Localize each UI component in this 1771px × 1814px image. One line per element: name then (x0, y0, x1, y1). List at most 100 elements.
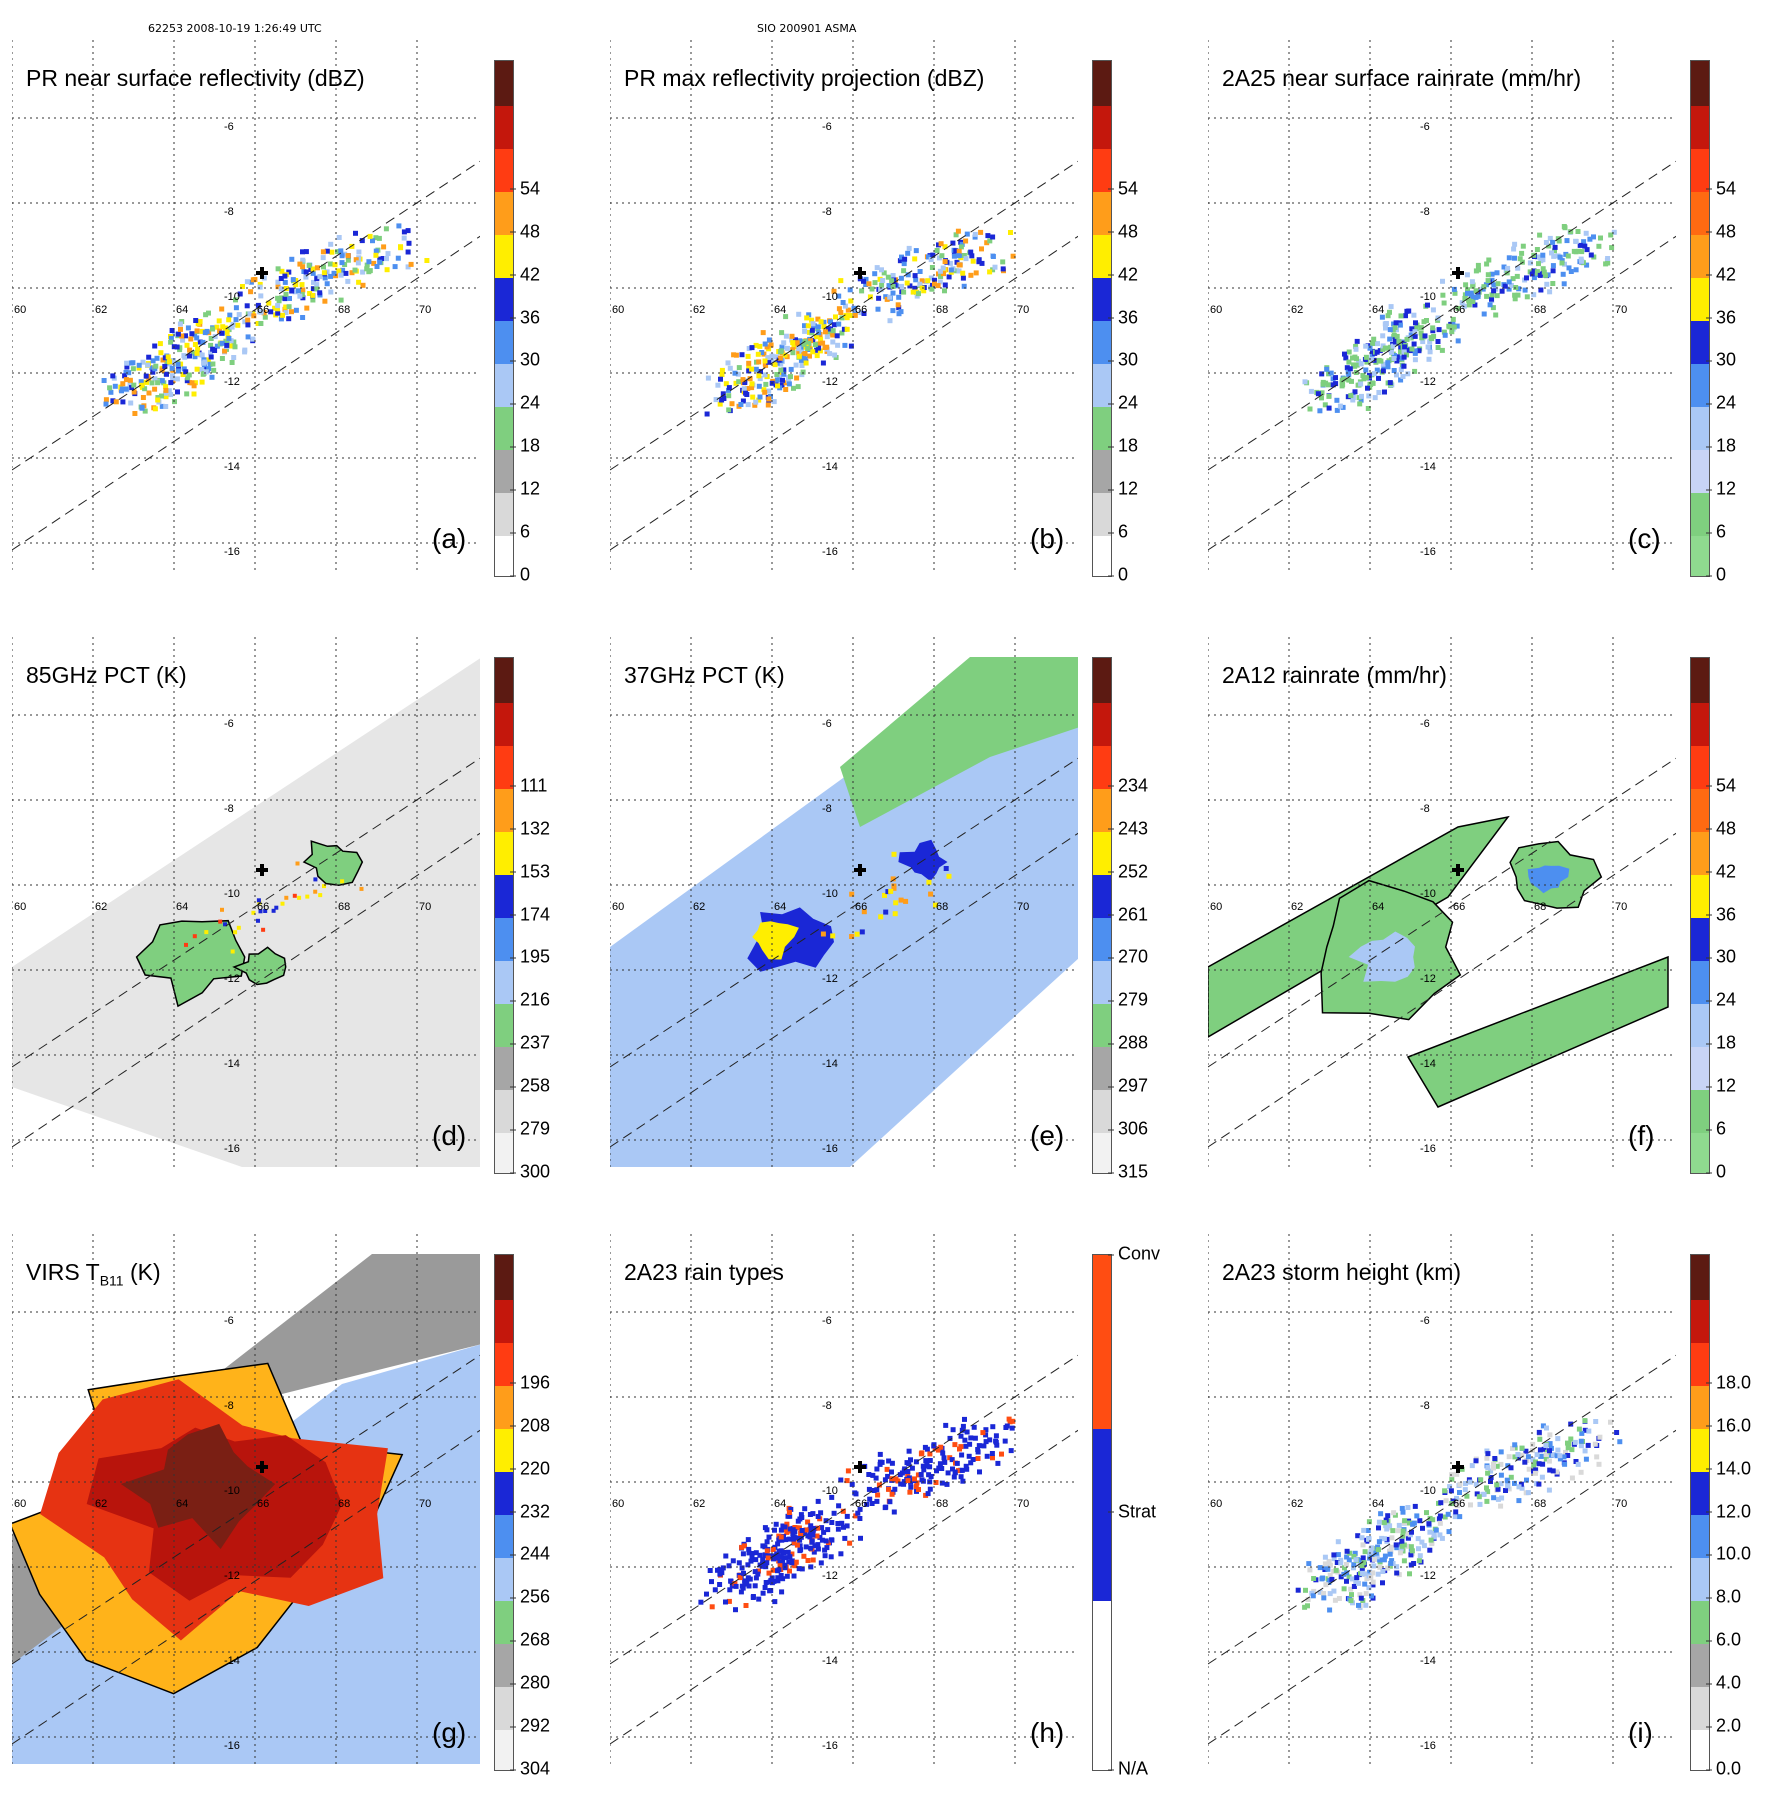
colorbar-segment (495, 1340, 513, 1387)
svg-text:-12: -12 (822, 1570, 838, 1582)
colorbar-segment (1691, 658, 1709, 704)
colorbar-segment (1691, 275, 1709, 322)
map-plot: 60 62 64 66 68 70 -6 -8 -10 -12 -14 -16 (12, 1234, 480, 1764)
svg-text:68: 68 (1534, 1498, 1546, 1510)
colorbar-tick-label: 292 (509, 1715, 551, 1736)
colorbar-segment (495, 872, 513, 919)
colorbar-tick-label: 54 (1705, 775, 1737, 796)
svg-text:66: 66 (855, 304, 867, 316)
svg-text:68: 68 (1534, 304, 1546, 316)
colorbar-segment (495, 658, 513, 704)
panel-title-text: 2A12 rainrate (mm/hr) (1222, 662, 1447, 688)
colorbar-segment (495, 958, 513, 1004)
panel-title: 37GHz PCT (K) (624, 662, 785, 689)
colorbar-segment (1691, 189, 1709, 236)
colorbar-segment (495, 1727, 513, 1770)
colorbar-segment (1691, 872, 1709, 919)
colorbar-tick-label: 30 (509, 349, 541, 370)
panel-title-unit: (K) (123, 1259, 161, 1285)
svg-text:-16: -16 (224, 1143, 240, 1155)
colorbar-tick-label: 42 (509, 264, 541, 285)
colorbar-segment (495, 1297, 513, 1344)
svg-text:-14: -14 (1420, 1058, 1436, 1070)
svg-text:68: 68 (936, 304, 948, 316)
colorbar-tick-label: 195 (509, 946, 551, 967)
colorbar-segment (1691, 915, 1709, 961)
colorbar-tick-label: 174 (509, 904, 551, 924)
svg-text:64: 64 (176, 1498, 188, 1510)
map-area: 60 62 64 66 68 70 -6 -8 -10 -12 -14 -16 (610, 40, 1078, 570)
svg-text:-10: -10 (1420, 1485, 1436, 1497)
panel-title-text: PR max reflectivity projection (dBZ) (624, 65, 985, 91)
colorbar-tick-label: 12 (1705, 1075, 1737, 1096)
svg-text:-8: -8 (822, 1400, 832, 1412)
colorbar-tick-label: 30 (1705, 349, 1737, 370)
colorbar (1092, 657, 1112, 1174)
figure: 62253 2008-10-19 1:26:49 UTC SIO 200901 … (12, 20, 1771, 1779)
colorbar-ticks: 0.0 2.0 4.0 6.0 8.0 10.0 12.0 14.0 16.0 18.0 (1705, 1254, 1771, 1779)
colorbar-segment (1093, 700, 1111, 747)
colorbar-segment (1691, 447, 1709, 493)
panel-f: 60 62 64 66 68 70 -6 -8 -10 -12 -14 -16 2A12 rainrat… (1196, 617, 1771, 1217)
colorbar-segment (495, 1130, 513, 1173)
colorbar-segment (1691, 1727, 1709, 1770)
colorbar-tick-label: 24 (1705, 989, 1737, 1010)
colorbar-tick-label: 18.0 (1705, 1372, 1752, 1393)
svg-text:-16: -16 (1420, 546, 1436, 558)
svg-text:70: 70 (419, 304, 431, 316)
map-plot: 60 62 64 66 68 70 -6 -8 -10 -12 -14 -16 (1208, 40, 1676, 570)
svg-text:-12: -12 (1420, 376, 1436, 388)
colorbar-segment (1691, 61, 1709, 107)
svg-text:60: 60 (1210, 304, 1222, 316)
colorbar-segment (495, 361, 513, 407)
svg-text:68: 68 (936, 1498, 948, 1510)
panel-title-text: PR near surface reflectivity (dBZ) (26, 65, 365, 91)
svg-text:-6: -6 (1420, 121, 1430, 133)
svg-text:62: 62 (95, 1498, 107, 1510)
colorbar-segment (495, 700, 513, 747)
colorbar-tick-label: 24 (509, 392, 541, 413)
svg-text:-8: -8 (1420, 206, 1430, 218)
colorbar-ticks: 0 6 12 18 24 30 36 42 48 54 (1705, 60, 1771, 585)
svg-text:-16: -16 (1420, 1143, 1436, 1155)
svg-text:-16: -16 (822, 1740, 838, 1752)
colorbar-segment (495, 146, 513, 193)
svg-text:-6: -6 (224, 1315, 234, 1327)
colorbar-segment (1691, 1297, 1709, 1344)
colorbar-tick-label: 6 (509, 521, 531, 542)
colorbar-segment (1093, 658, 1111, 704)
colorbar-tick-label: 232 (509, 1501, 551, 1521)
svg-text:64: 64 (176, 901, 188, 913)
colorbar-tick-label: 10.0 (1705, 1543, 1752, 1564)
colorbar-segment (1691, 318, 1709, 364)
panel-title-text: 2A23 rain types (624, 1259, 784, 1285)
svg-text:-14: -14 (822, 461, 838, 473)
colorbar-tick-label: 36 (509, 307, 541, 327)
colorbar-segment (1093, 189, 1111, 236)
colorbar-segment (495, 232, 513, 279)
svg-text:66: 66 (257, 1498, 269, 1510)
colorbar-tick-label: 234 (1107, 775, 1149, 796)
panel-b: 60 62 64 66 68 70 -6 -8 -10 -12 -14 -16 PR max refle… (598, 20, 1198, 620)
panel-label: (f) (1628, 1120, 1655, 1151)
svg-text:-10: -10 (822, 1485, 838, 1497)
panel-title-text: 85GHz PCT (K) (26, 662, 187, 688)
colorbar-tick-label: 244 (509, 1543, 551, 1564)
svg-text:66: 66 (257, 901, 269, 913)
colorbar-segment (1691, 103, 1709, 150)
map-plot: 60 62 64 66 68 70 -6 -8 -10 -12 -14 -16 (12, 40, 480, 570)
svg-text:-8: -8 (822, 803, 832, 815)
svg-text:-6: -6 (822, 121, 832, 133)
colorbar-tick-label: 42 (1705, 861, 1737, 882)
colorbar-segment (495, 1383, 513, 1430)
svg-text:66: 66 (1453, 901, 1465, 913)
colorbar-segment (1093, 872, 1111, 919)
svg-text:66: 66 (1453, 1498, 1465, 1510)
colorbar-tick-label: 12 (1107, 478, 1139, 499)
colorbar-segment (1093, 146, 1111, 193)
panel-title: 2A23 storm height (km) (1222, 1259, 1461, 1286)
colorbar-tick-label: 256 (509, 1586, 551, 1607)
svg-text:-10: -10 (224, 291, 240, 303)
panel-title-text: 2A25 near surface rainrate (mm/hr) (1222, 65, 1582, 91)
svg-text:-12: -12 (224, 973, 240, 985)
